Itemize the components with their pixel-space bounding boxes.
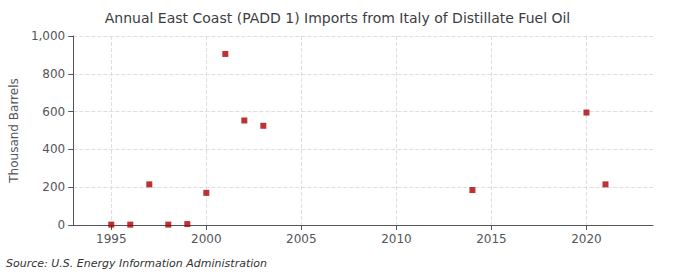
svg-text:0: 0 xyxy=(58,218,66,232)
svg-text:600: 600 xyxy=(42,105,65,119)
svg-text:400: 400 xyxy=(42,142,65,156)
svg-text:2010: 2010 xyxy=(381,232,412,246)
svg-text:2005: 2005 xyxy=(286,232,317,246)
svg-text:200: 200 xyxy=(42,180,65,194)
svg-text:2015: 2015 xyxy=(476,232,507,246)
svg-text:800: 800 xyxy=(42,67,65,81)
svg-text:1995: 1995 xyxy=(96,232,127,246)
svg-text:2020: 2020 xyxy=(571,232,602,246)
svg-text:2000: 2000 xyxy=(191,232,222,246)
svg-text:1,000: 1,000 xyxy=(31,29,65,43)
svg-text:Annual East Coast (PADD 1) Imp: Annual East Coast (PADD 1) Imports from … xyxy=(105,10,571,26)
svg-text:Thousand Barrels: Thousand Barrels xyxy=(7,78,21,183)
svg-text:Source: U.S. Energy Informatio: Source: U.S. Energy Information Administ… xyxy=(6,257,267,270)
